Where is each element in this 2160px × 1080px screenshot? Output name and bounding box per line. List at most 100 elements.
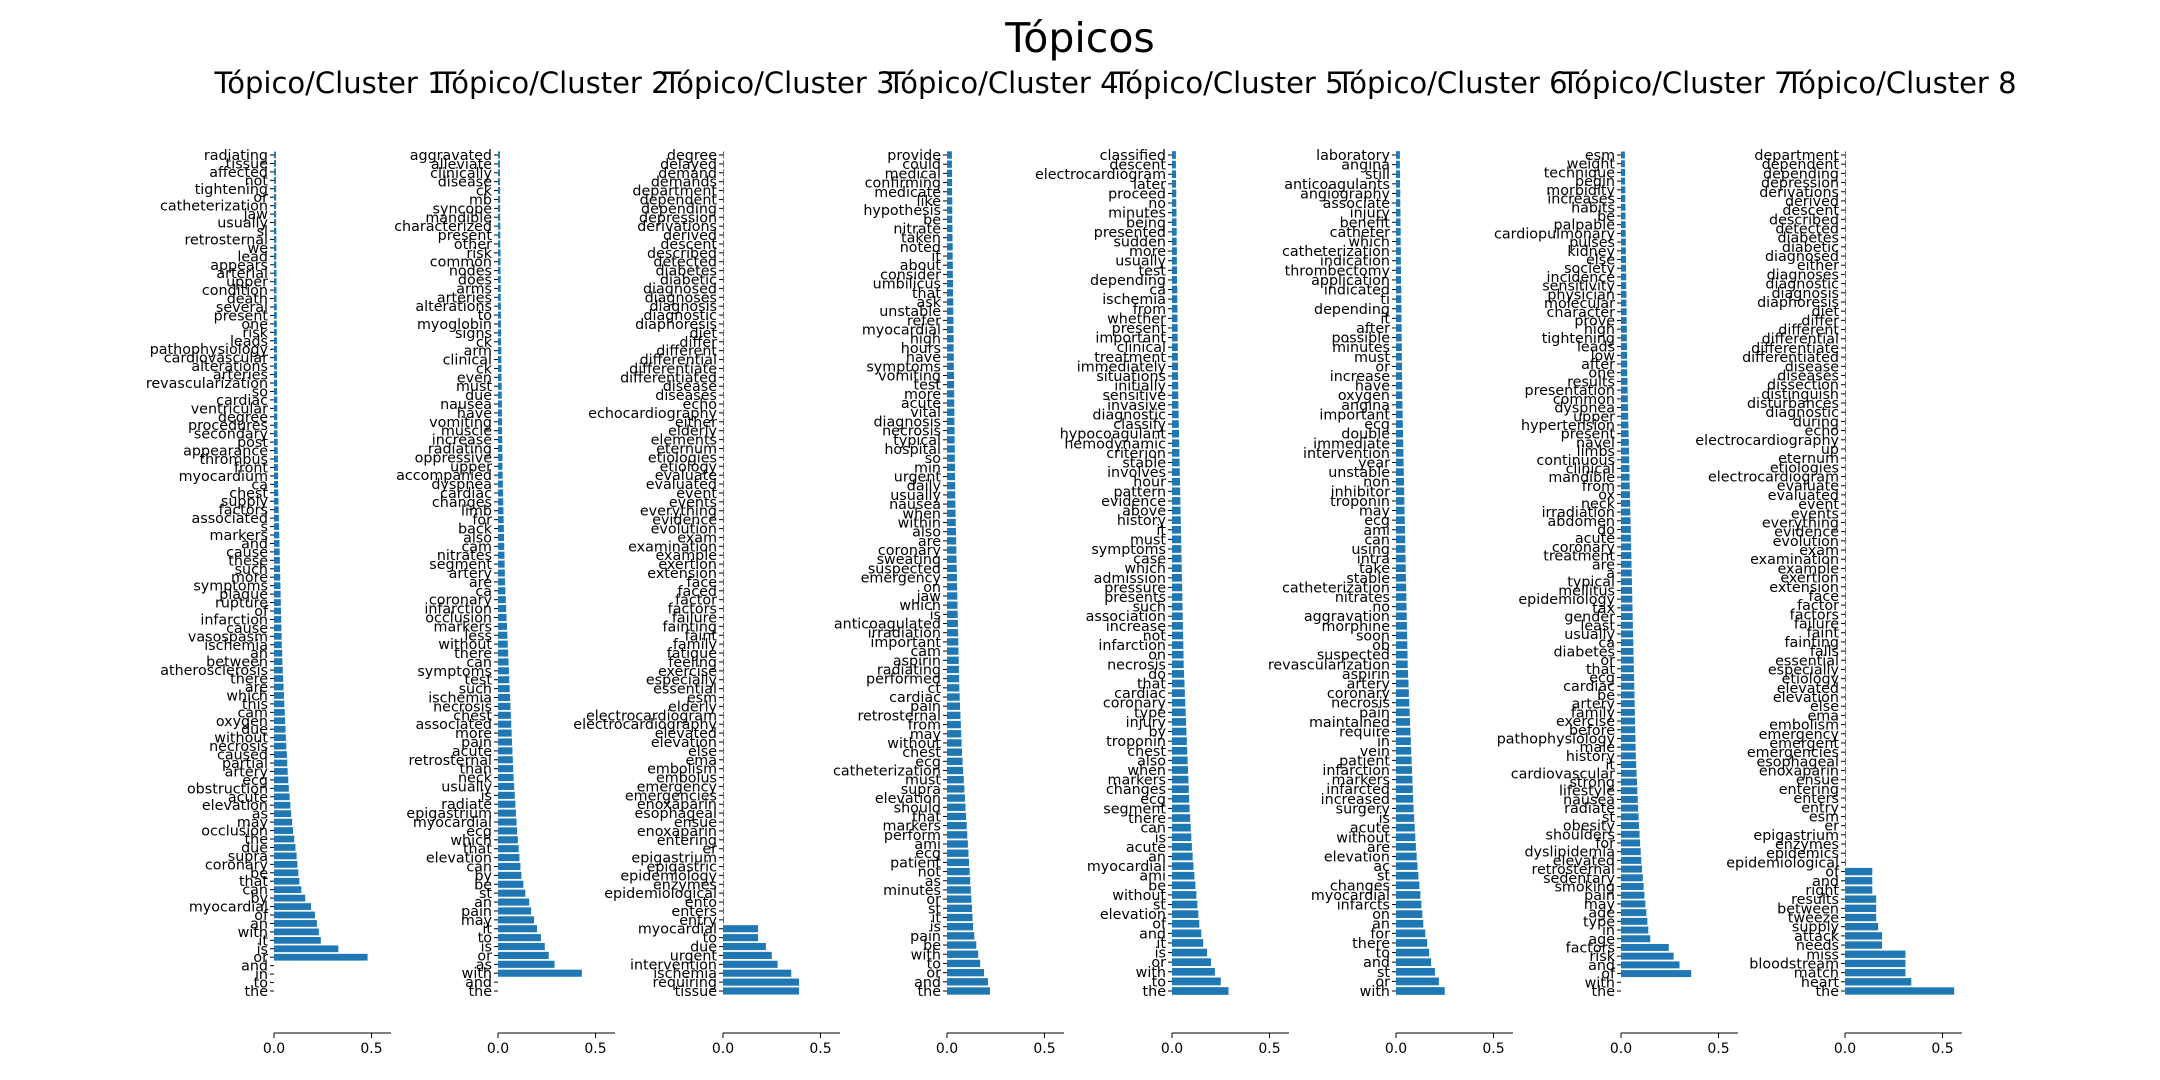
bar xyxy=(1845,298,1846,306)
bar xyxy=(1845,785,1846,793)
bar xyxy=(498,800,516,808)
bar xyxy=(498,213,501,221)
bar xyxy=(723,809,724,817)
bar xyxy=(1621,656,1634,664)
bar xyxy=(1396,650,1408,659)
bar xyxy=(723,729,724,737)
y-tick-label: right xyxy=(1805,883,1839,899)
bar xyxy=(1621,386,1628,394)
y-tick-label: nausea xyxy=(889,497,941,513)
y-tick-label: important xyxy=(1319,407,1390,423)
y-tick-label: of xyxy=(1825,865,1840,881)
bar xyxy=(498,400,502,408)
bar xyxy=(1621,430,1629,438)
bar xyxy=(947,720,961,729)
bar xyxy=(498,605,507,613)
bar xyxy=(1845,472,1846,481)
bar xyxy=(1396,381,1403,390)
y-tick-label: electrocardiography xyxy=(1695,433,1839,449)
y-tick-label: elevation xyxy=(1773,690,1839,706)
y-tick-label: intervention xyxy=(630,957,717,973)
y-tick-label: markers xyxy=(210,528,268,544)
y-tick-label: results xyxy=(1567,374,1615,390)
y-tick-label: retrosternal xyxy=(184,232,268,248)
bar xyxy=(947,831,968,839)
y-tick-label: everything xyxy=(1762,515,1839,531)
y-tick-label: or xyxy=(1375,359,1390,375)
x-tick-label: 0.5 xyxy=(1707,1041,1729,1057)
y-tick-label: associated xyxy=(416,717,492,733)
bar xyxy=(1172,689,1185,697)
bar xyxy=(498,453,503,461)
bar xyxy=(723,258,724,266)
y-tick-label: palpable xyxy=(1554,218,1616,234)
bar xyxy=(1845,858,1846,867)
bar xyxy=(1396,775,1413,784)
bar xyxy=(1396,487,1405,496)
y-tick-label: of xyxy=(1152,917,1167,933)
y-tick-label: results xyxy=(1791,892,1839,908)
y-tick-label: classified xyxy=(1100,148,1166,164)
y-tick-label: events xyxy=(669,495,717,511)
y-tick-label: in xyxy=(255,967,268,983)
bar xyxy=(498,249,501,257)
y-tick-label: present xyxy=(1561,427,1616,443)
y-tick-label: sweating xyxy=(877,552,941,568)
bar xyxy=(1396,785,1413,794)
y-tick-label: indicated xyxy=(1324,283,1390,299)
y-tick-label: delayed xyxy=(660,157,717,173)
y-tick-label: fainting xyxy=(1784,635,1839,651)
y-tick-label: factors xyxy=(1566,940,1615,956)
y-tick-label: present xyxy=(438,228,493,244)
bar xyxy=(1172,439,1180,448)
y-tick-label: emergent xyxy=(1769,736,1839,752)
bar xyxy=(1845,371,1846,380)
bar xyxy=(1396,948,1430,957)
y-tick-label: must xyxy=(905,773,941,789)
y-tick-label: descent xyxy=(660,237,717,253)
panel-4: Tópico/Cluster 4providecouldmedicalconfi… xyxy=(833,66,1119,1057)
bar xyxy=(947,895,972,903)
bar xyxy=(1621,874,1643,882)
bar xyxy=(498,960,555,968)
bar xyxy=(274,303,277,311)
bar xyxy=(1172,429,1180,438)
bar xyxy=(723,284,724,292)
bar xyxy=(498,667,509,675)
y-tick-label: the xyxy=(245,832,269,848)
y-tick-label: which xyxy=(1348,234,1390,250)
y-tick-label: that xyxy=(912,286,941,302)
bar xyxy=(1172,573,1182,582)
bar xyxy=(1172,151,1176,159)
y-tick-label: extension xyxy=(647,566,717,582)
y-tick-label: descent xyxy=(1782,203,1839,219)
y-tick-label: front xyxy=(234,460,268,476)
y-tick-label: with xyxy=(1136,965,1166,981)
bar xyxy=(498,560,505,568)
bar xyxy=(498,818,517,826)
x-tick-label: 0.5 xyxy=(360,1041,382,1057)
bar xyxy=(1621,665,1634,673)
y-tick-label: myocardial xyxy=(413,815,492,831)
bar xyxy=(1396,573,1406,582)
y-tick-label: intervention xyxy=(1303,446,1390,462)
bar xyxy=(1621,743,1636,751)
bar xyxy=(274,852,297,860)
bar xyxy=(498,507,504,515)
bar xyxy=(274,751,287,758)
bar xyxy=(1172,910,1199,918)
y-tick-label: to xyxy=(478,931,492,947)
y-tick-label: cause xyxy=(226,621,268,637)
bar xyxy=(498,613,507,622)
y-tick-label: chest xyxy=(229,486,268,502)
bar xyxy=(274,649,283,657)
y-tick-label: there xyxy=(230,672,268,688)
y-tick-label: thrombus xyxy=(200,452,269,468)
y-tick-label: entering xyxy=(1779,782,1839,798)
y-tick-label: else xyxy=(688,744,717,760)
y-tick-label: without xyxy=(214,731,268,747)
bar xyxy=(498,578,506,586)
y-tick-label: epigastric xyxy=(647,859,717,875)
y-tick-label: immediate xyxy=(1313,436,1390,452)
bar xyxy=(498,444,503,453)
